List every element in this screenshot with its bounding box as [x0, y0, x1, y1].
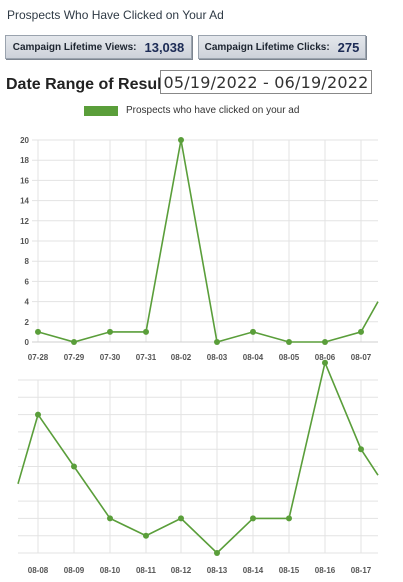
y-tick-label: 2	[25, 318, 30, 327]
y-tick-label: 10	[20, 237, 29, 246]
date-range-label: Date Range of Results:	[6, 76, 182, 93]
y-tick-label: 14	[20, 197, 29, 206]
data-point	[286, 515, 292, 522]
x-tick-label: 07-30	[100, 353, 121, 362]
x-tick-label: 08-08	[28, 566, 49, 575]
data-point	[35, 411, 41, 418]
y-tick-label: 0	[25, 338, 30, 347]
x-tick-label: 08-16	[315, 566, 336, 575]
data-point	[143, 328, 149, 335]
lifetime-views-box: Campaign Lifetime Views: 13,038	[5, 35, 192, 59]
x-tick-label: 08-06	[315, 353, 336, 362]
clicks-chart-1: 0 2 4 6 8 10 12 14 16 18 20 07-28 07-29 07-30 07-31 08-…	[20, 136, 379, 362]
y-tick-label: 12	[20, 217, 29, 226]
data-point	[214, 550, 220, 556]
x-tick-label: 08-09	[64, 566, 85, 575]
y-tick-label: 4	[25, 298, 30, 307]
x-tick-label: 07-31	[136, 353, 157, 362]
data-point	[107, 328, 113, 335]
data-point	[71, 463, 77, 470]
y-tick-label: 16	[20, 176, 29, 185]
legend-label: Prospects who have clicked on your ad	[126, 105, 300, 116]
x-tick-label: 08-15	[279, 566, 300, 575]
series-line	[17, 360, 379, 555]
x-tick-label: 07-29	[64, 353, 85, 362]
x-tick-label: 07-28	[28, 353, 49, 362]
lifetime-views-label: Campaign Lifetime Views:	[12, 41, 137, 53]
data-point	[322, 339, 328, 345]
y-tick-label: 8	[25, 257, 30, 266]
data-point	[214, 339, 220, 345]
x-tick-label: 08-04	[243, 353, 264, 362]
x-tick-label: 08-05	[279, 353, 300, 362]
data-point	[358, 328, 364, 335]
lifetime-views-value: 13,038	[144, 39, 185, 55]
data-point	[250, 515, 256, 522]
date-range-field[interactable]: 05/19/2022 - 06/19/2022	[160, 70, 372, 94]
data-point	[250, 328, 256, 335]
x-tick-label: 08-14	[243, 566, 264, 575]
y-tick-label: 6	[25, 277, 30, 286]
lifetime-clicks-label: Campaign Lifetime Clicks:	[204, 41, 330, 53]
x-tick-label: 08-17	[351, 566, 372, 575]
lifetime-clicks-value: 275	[337, 39, 360, 55]
x-tick-label: 08-13	[207, 566, 228, 575]
lifetime-clicks-box: Campaign Lifetime Clicks: 275	[198, 35, 366, 59]
x-tick-label: 08-07	[351, 353, 372, 362]
data-point	[358, 446, 364, 453]
x-tick-label: 08-12	[171, 566, 192, 575]
data-point	[286, 339, 292, 345]
data-point	[143, 532, 149, 539]
data-point	[71, 339, 77, 345]
data-point	[107, 515, 113, 522]
data-point	[178, 515, 184, 522]
data-point	[35, 328, 41, 335]
data-point	[178, 137, 184, 143]
chart-legend[interactable]: Prospects who have clicked on your ad	[84, 105, 299, 116]
y-tick-label: 18	[20, 156, 29, 165]
y-tick-label: 20	[20, 136, 29, 145]
x-tick-label: 08-11	[136, 566, 157, 575]
x-tick-label: 08-10	[100, 566, 121, 575]
x-tick-label: 08-02	[171, 353, 192, 362]
x-tick-label: 08-03	[207, 353, 228, 362]
legend-swatch	[84, 105, 118, 116]
data-point	[322, 359, 328, 366]
page-title: Prospects Who Have Clicked on Your Ad	[7, 8, 224, 22]
